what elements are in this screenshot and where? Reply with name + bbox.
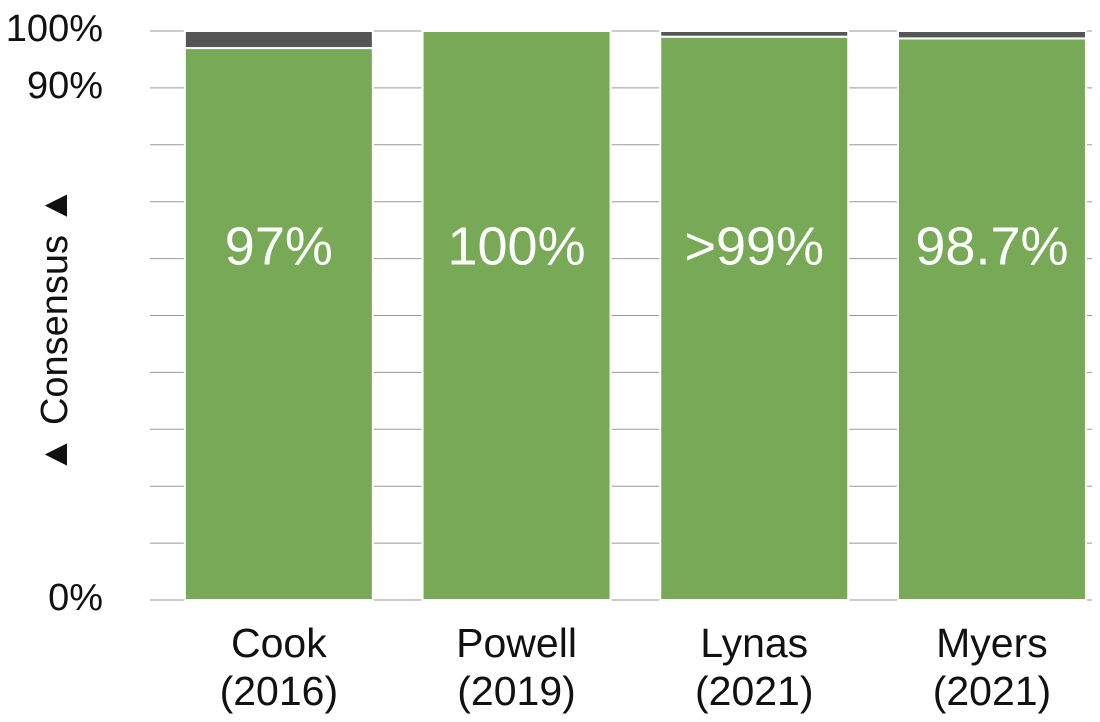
bar-segment [896, 37, 1087, 602]
y-tick-label: 90% [27, 65, 103, 107]
x-tick-label: (2019) [457, 668, 576, 714]
value-label: 100% [447, 216, 585, 276]
value-label: 98.7% [915, 216, 1068, 276]
y-tick-label: 0% [48, 577, 103, 619]
y-tick-label: 100% [6, 8, 103, 50]
bar-segment [183, 30, 374, 50]
value-label: 97% [225, 216, 333, 276]
value-label: >99% [684, 216, 824, 276]
bar-segment [659, 35, 850, 601]
x-tick-label: (2016) [220, 668, 339, 714]
bar-segment [896, 30, 1087, 40]
y-axis-label: ▲ Consensus ▲ [34, 187, 76, 473]
bar-segment [421, 30, 612, 601]
x-tick-label: Powell [456, 620, 577, 666]
x-tick-label: Myers [936, 620, 1048, 666]
x-tick-label: (2021) [695, 668, 814, 714]
bar-segment [659, 30, 850, 38]
x-tick-label: Cook [231, 620, 327, 666]
x-tick-label: (2021) [933, 668, 1052, 714]
x-tick-label: Lynas [700, 620, 808, 666]
bar-segment [183, 47, 374, 601]
